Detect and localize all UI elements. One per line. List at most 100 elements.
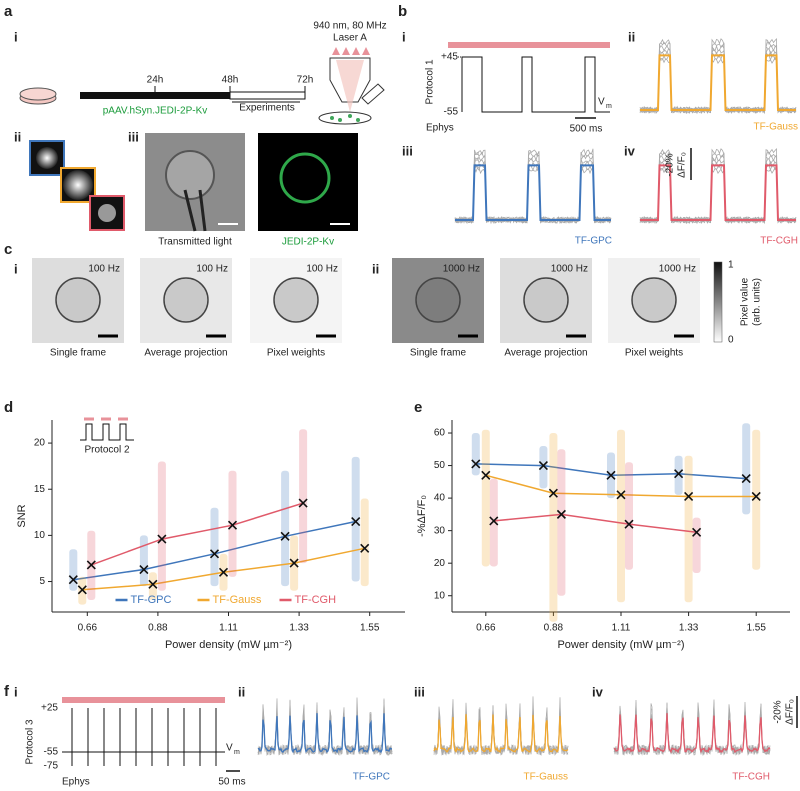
x-axis-title: Power density (mW µm⁻²): [165, 639, 292, 651]
y-tick-label: 20: [34, 438, 46, 449]
caption: Average projection: [144, 348, 227, 359]
range-bar: [299, 429, 308, 564]
mean-marker: [227, 520, 238, 530]
mean-trace: [433, 714, 569, 754]
sub-label: ii: [372, 261, 379, 276]
scale-label: ΔF/F₀: [677, 152, 688, 178]
voltage-label: -75: [44, 761, 59, 772]
cell: [415, 277, 461, 323]
mean-marker: [538, 460, 548, 471]
range-bar: [692, 517, 701, 573]
trace: [639, 56, 797, 114]
voltage-label: -55: [444, 107, 459, 118]
mean-marker: [481, 470, 491, 480]
cell: [631, 277, 677, 323]
y-tick-label: 30: [434, 525, 446, 536]
mean-marker: [280, 531, 290, 541]
trace: [639, 154, 797, 225]
mean-marker: [360, 543, 370, 553]
beam: [336, 60, 364, 112]
mean-marker: [157, 534, 167, 544]
timeline-label: 48h: [222, 75, 239, 86]
trace: [257, 697, 393, 757]
range-bar: [674, 455, 683, 495]
range-bar: [281, 470, 290, 587]
range-bar: [684, 455, 693, 603]
legend-label: TF-CGH: [295, 594, 337, 606]
laser-label: 940 nm, 80 MHz: [313, 21, 386, 32]
caption: Single frame: [50, 348, 107, 359]
protocol-label: Protocol 3: [25, 719, 36, 764]
caption: JEDI-2P-Kv: [282, 237, 334, 248]
laser-bar: [62, 697, 225, 703]
range-bar: [157, 461, 166, 591]
mean-trace: [640, 164, 796, 221]
panel-label: f: [4, 683, 10, 700]
mean-marker: [489, 516, 499, 526]
trace-label: TF-GPC: [353, 772, 390, 783]
mean-trace: [257, 713, 393, 754]
trace: [639, 38, 797, 115]
cell: [55, 277, 101, 323]
mean-trace: [613, 713, 771, 754]
mean-marker: [684, 491, 694, 502]
rate-label: 1000 Hz: [659, 264, 696, 275]
sub-label: ii: [628, 29, 635, 44]
sub-label: i: [14, 261, 18, 276]
trace: [454, 148, 612, 224]
colorbar-title: Pixel value: [740, 277, 751, 326]
trace-label: TF-CGH: [760, 236, 798, 247]
construct: pAAV.hSyn.JEDI-2P-Kv: [103, 106, 208, 117]
y-tick-label: 40: [434, 493, 446, 504]
legend-label: TF-GPC: [131, 594, 172, 606]
caption: Pixel weights: [267, 348, 325, 359]
cell: [279, 152, 331, 204]
mean-marker: [548, 488, 558, 498]
sub-label: i: [14, 29, 18, 44]
cell: [523, 277, 569, 323]
mean-marker: [674, 469, 684, 479]
x-axis-title: Power density (mW µm⁻²): [557, 639, 684, 651]
mean-marker: [351, 516, 361, 527]
image-group: 100 Hz Single frame 100 Hz Average projecti…: [32, 258, 700, 359]
mean-trace: [640, 54, 796, 111]
x-tick-label: 0.88: [544, 623, 564, 634]
caption: Pixel weights: [625, 348, 683, 359]
spot-image: [89, 195, 125, 231]
mean-marker: [751, 491, 761, 502]
cells: [330, 114, 360, 122]
trace: [454, 161, 612, 225]
colorbar-label: 0: [728, 335, 734, 346]
range-bar: [148, 572, 157, 600]
y-tick-label: 5: [39, 576, 45, 587]
y-tick-label: 15: [34, 484, 46, 495]
mean-marker: [139, 564, 149, 575]
trace: [454, 151, 612, 225]
trace-group: [454, 148, 612, 225]
colorbar-title: (arb. units): [752, 278, 763, 326]
trace-label: TF-Gauss: [524, 772, 568, 783]
rate-label: 100 Hz: [306, 264, 338, 275]
y-tick-label: 50: [434, 460, 446, 471]
laser-bar: [448, 42, 610, 48]
timeline-label: 24h: [147, 75, 164, 86]
protocol-trace: [80, 423, 134, 441]
range-bar: [549, 433, 558, 622]
trace: [639, 41, 797, 115]
sub-label: iii: [402, 143, 413, 158]
mean-marker: [68, 575, 78, 585]
spot: [63, 170, 93, 200]
range-bar: [557, 449, 566, 596]
protocol-trace: [461, 56, 610, 113]
panel-label: a: [4, 3, 13, 20]
x-tick-label: 1.33: [289, 623, 309, 634]
trace: [639, 148, 797, 225]
voltage-label: +25: [41, 703, 58, 714]
sub-label: iii: [414, 684, 425, 699]
mean-marker: [289, 558, 299, 568]
trace-label: TF-Gauss: [754, 122, 798, 133]
timeline-bar: [229, 91, 306, 100]
mean-marker: [298, 498, 308, 508]
inset-label: Protocol 2: [84, 445, 129, 456]
voltage-label: -55: [44, 747, 59, 758]
